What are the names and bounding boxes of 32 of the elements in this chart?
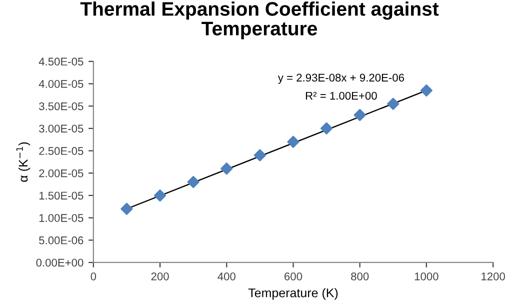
- point: [254, 149, 266, 162]
- y-tick-label: 4.00E-05: [38, 80, 84, 88]
- point: [387, 98, 400, 110]
- y-tick-label: 5.00E-06: [39, 236, 84, 244]
- y-tick-label: 2.50E-05: [39, 147, 84, 155]
- point: [354, 108, 366, 122]
- point: [220, 162, 233, 175]
- x-axis-title: Temperature (K): [248, 288, 338, 300]
- y-tick-label: 3.00E-05: [39, 124, 84, 133]
- y-axis-title: α (K$^{−1}$): [16, 142, 30, 182]
- x-tick-label: 0: [90, 272, 96, 280]
- point: [287, 136, 300, 148]
- y-tick-label: 1.50E-05: [39, 192, 84, 200]
- point: [120, 202, 133, 215]
- x-tick-label: 400: [218, 272, 236, 280]
- x-tick-label: 200: [151, 272, 169, 280]
- annotation: R² = 1.00E+00: [306, 92, 377, 100]
- x-tick-label: 800: [351, 272, 369, 280]
- y-tick-label: 1.00E-05: [39, 214, 84, 222]
- y-tick-label: 0.00E+00: [36, 258, 84, 267]
- point: [420, 84, 433, 97]
- annotation: y = 2.93E-08x + 9.20E-06: [278, 74, 404, 84]
- x-tick-label: 1200: [482, 272, 505, 280]
- y-tick-label: 2.00E-05: [39, 169, 84, 178]
- y-tick-label: 3.50E-05: [39, 102, 84, 110]
- point: [187, 176, 200, 188]
- x-tick-label: 600: [284, 272, 302, 280]
- point: [154, 189, 166, 202]
- y-tick-label: 4.50E-05: [38, 58, 84, 66]
- chart-title: Thermal Expansion Coefficient against Temperature: [80, 2, 439, 40]
- x-tick-label: 1000: [414, 272, 438, 280]
- point: [320, 122, 333, 134]
